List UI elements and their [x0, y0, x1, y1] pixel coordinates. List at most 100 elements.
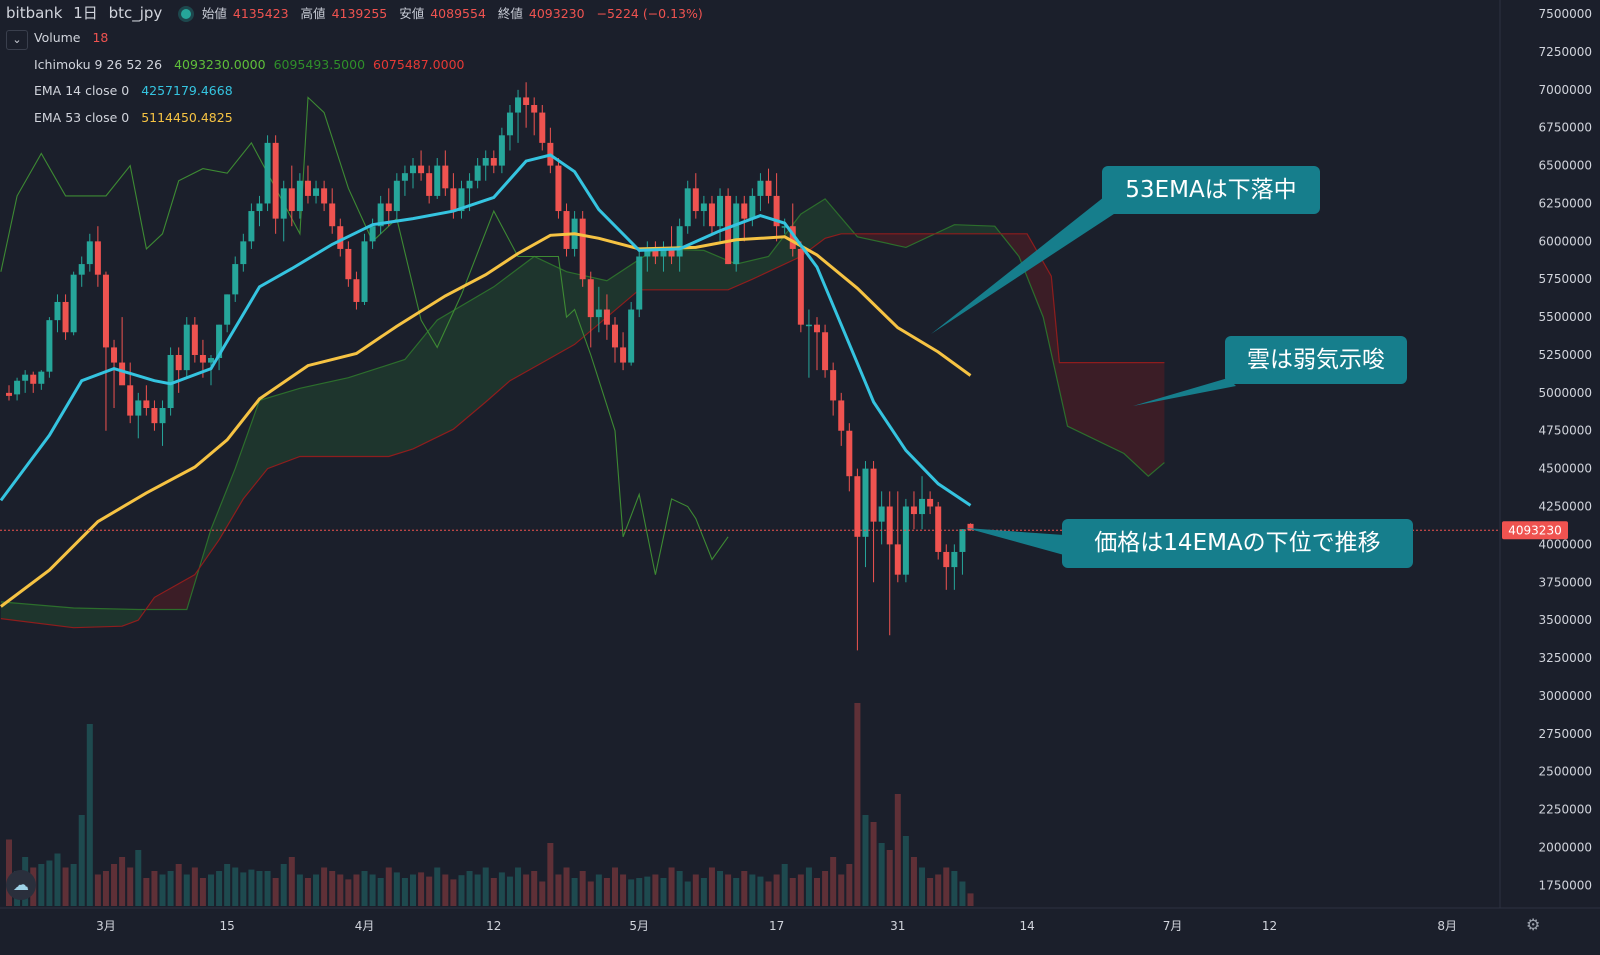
exchange-name[interactable]: bitbank: [6, 4, 63, 22]
candle-body: [910, 506, 917, 515]
candle-body: [902, 506, 909, 575]
volume-bar: [248, 869, 255, 906]
volume-bar: [684, 881, 691, 906]
candle-body: [636, 256, 643, 310]
close-value: 4093230: [528, 6, 585, 21]
volume-bar: [54, 853, 61, 906]
legend-ichimoku-v2: 6095493.5000: [273, 57, 366, 72]
symbol-name[interactable]: btc_jpy: [108, 4, 163, 22]
candle-body: [329, 203, 336, 227]
candle-body: [523, 97, 530, 105]
volume-bar: [959, 881, 966, 906]
volume-bar: [967, 893, 974, 906]
legend-ichimoku[interactable]: Ichimoku 9 26 52 26 4093230.0000 6095493…: [34, 57, 464, 72]
last-price-tag-label: 4093230: [1508, 523, 1561, 537]
volume-bar: [676, 871, 683, 906]
volume-bar: [345, 879, 352, 906]
gear-icon[interactable]: ⚙: [1526, 915, 1541, 934]
x-tick-label: 14: [1019, 919, 1034, 933]
legend-volume-name: Volume: [34, 30, 81, 45]
candle-body: [22, 374, 29, 381]
candle-body: [272, 142, 279, 219]
volume-bar: [94, 874, 101, 906]
candle-body: [854, 476, 861, 537]
volume-bar: [175, 864, 182, 906]
candle-body: [385, 203, 392, 212]
volume-bar: [935, 874, 942, 906]
volume-bar: [216, 871, 223, 906]
legend-ema14-name: EMA 14 close 0: [34, 83, 130, 98]
candle-body: [313, 188, 320, 196]
candle-body: [94, 241, 101, 275]
y-tick-label: 7250000: [1539, 45, 1592, 59]
volume-bar: [539, 881, 546, 906]
candle-body: [757, 180, 764, 196]
volume-bar: [466, 871, 473, 906]
candle-body: [603, 309, 610, 325]
volume-bar: [870, 822, 877, 906]
candle-body: [86, 241, 93, 265]
candle-body: [708, 203, 715, 227]
candle-body: [46, 320, 53, 372]
volume-bar: [563, 867, 570, 906]
callout-cloud[interactable]: 雲は弱気示唆: [1225, 336, 1407, 384]
candle-body: [628, 309, 635, 363]
volume-bar: [474, 874, 481, 906]
legend-ema14[interactable]: EMA 14 close 0 4257179.4668: [34, 83, 233, 98]
open-label: 始値: [201, 6, 227, 21]
callout-pointer: [1133, 378, 1236, 406]
volume-bar: [38, 864, 45, 906]
cloud-bullish: [202, 198, 854, 564]
volume-bar: [919, 867, 926, 906]
cloud-bearish: [857, 233, 935, 248]
candle-body: [894, 544, 901, 575]
x-tick-label: 3月: [96, 919, 116, 933]
volume-bar: [240, 872, 247, 906]
candle-body: [393, 180, 400, 212]
volume-bar: [571, 878, 578, 906]
callout-ema53[interactable]: 53EMAは下落中: [1102, 166, 1320, 214]
y-tick-label: 3000000: [1539, 689, 1592, 703]
candle-body: [30, 374, 37, 384]
x-tick-label: 12: [1262, 919, 1277, 933]
x-tick-label: 17: [769, 919, 784, 933]
candle-body: [369, 226, 376, 242]
candle-body: [725, 195, 732, 265]
legend-volume[interactable]: Volume 18: [34, 30, 108, 45]
candle-body: [78, 264, 85, 275]
volume-bar: [224, 864, 231, 906]
candle-body: [531, 104, 538, 113]
y-tick-label: 2250000: [1539, 803, 1592, 817]
volume-bar: [329, 871, 336, 906]
volume-bar: [353, 874, 360, 906]
volume-bar: [321, 867, 328, 906]
chevron-down-icon[interactable]: ⌄: [6, 30, 28, 50]
volume-bar: [70, 864, 77, 906]
candle-body: [70, 274, 77, 333]
volume-bar: [628, 879, 635, 906]
legend-ema53[interactable]: EMA 53 close 0 5114450.4825: [34, 110, 233, 125]
volume-bar: [579, 871, 586, 906]
cloud-bullish: [938, 224, 999, 234]
y-tick-label: 4000000: [1539, 537, 1592, 551]
volume-bar: [708, 867, 715, 906]
volume-bar: [660, 878, 667, 906]
callout-price[interactable]: 価格は14EMAの下位で推移: [1062, 519, 1413, 568]
volume-bar: [434, 867, 441, 906]
volume-bar: [927, 878, 934, 906]
candle-body: [208, 358, 214, 363]
x-tick-label: 31: [890, 919, 905, 933]
interval[interactable]: 1日: [73, 4, 98, 22]
tradingview-logo-icon[interactable]: ☁: [6, 870, 36, 900]
candle-body: [539, 112, 546, 143]
candle-body: [919, 498, 926, 515]
volume-bar: [46, 860, 53, 906]
volume-bar: [401, 878, 408, 906]
volume-bar: [393, 872, 400, 906]
x-tick-label: 7月: [1163, 919, 1183, 933]
candle-body: [111, 347, 118, 363]
candle-body: [474, 165, 481, 181]
low-value: 4089554: [430, 6, 486, 21]
candle-body: [943, 551, 950, 568]
